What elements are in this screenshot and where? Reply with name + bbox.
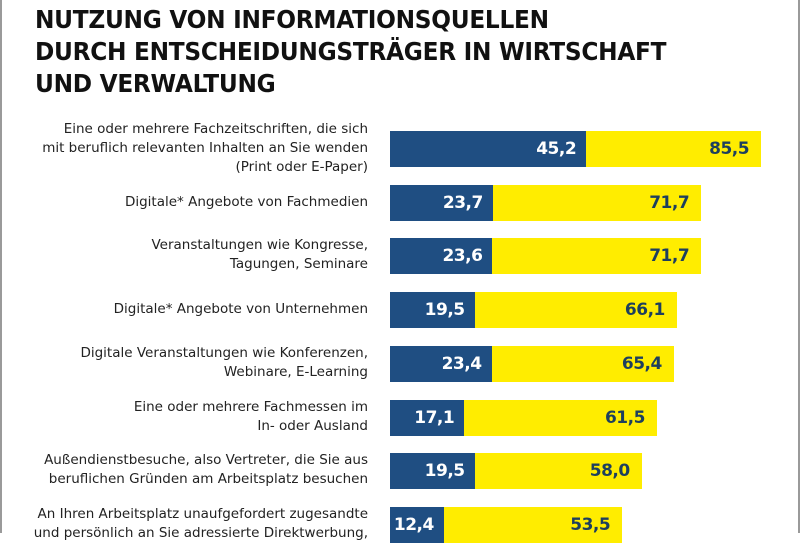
category-label: Digitale* Angebote von Unternehmen <box>113 300 368 317</box>
chart-title: NUTZUNG VON INFORMATIONSQUELLEN DURCH EN… <box>35 5 667 98</box>
data-label-blue: 19,5 <box>424 300 465 320</box>
frame-border-left <box>0 0 2 533</box>
category-label: Eine oder mehrere Fachmessen im In- oder… <box>133 399 368 434</box>
data-label-yellow: 71,7 <box>649 246 690 266</box>
bar-blue <box>390 292 475 328</box>
category-label: Digitale* Angebote von Fachmedien <box>124 193 368 210</box>
data-label-yellow: 71,7 <box>649 193 690 213</box>
data-label-blue: 19,5 <box>424 461 465 481</box>
bar-blue <box>390 346 492 382</box>
data-label-yellow: 85,5 <box>709 139 750 159</box>
category-label: Eine oder mehrere Fachzeitschriften, die… <box>42 120 368 175</box>
data-label-blue: 23,4 <box>441 354 482 374</box>
category-label: Außendienstbesuche, also Vertreter, die … <box>44 452 368 487</box>
data-label-yellow: 53,5 <box>570 515 611 535</box>
data-label-blue: 23,7 <box>442 193 483 213</box>
frame-border-right <box>798 0 800 533</box>
bar-blue <box>390 400 465 436</box>
data-label-yellow: 61,5 <box>604 408 645 428</box>
bar-blue <box>390 131 587 167</box>
category-label: An Ihren Arbeitsplatz unaufgefordert zug… <box>33 506 368 541</box>
data-label-blue: 12,4 <box>393 515 434 535</box>
data-label-blue: 17,1 <box>414 408 455 428</box>
data-label-blue: 23,6 <box>442 246 483 266</box>
category-label: Veranstaltungen wie Kongresse, Tagungen,… <box>151 237 368 272</box>
data-label-yellow: 66,1 <box>624 300 665 320</box>
data-label-blue: 45,2 <box>536 139 577 159</box>
bar-blue <box>390 185 493 221</box>
category-label: Digitale Veranstaltungen wie Konferenzen… <box>80 345 368 380</box>
bar-blue <box>390 238 493 274</box>
data-label-yellow: 58,0 <box>589 461 630 481</box>
data-label-yellow: 65,4 <box>621 354 662 374</box>
bar-blue <box>390 453 475 489</box>
